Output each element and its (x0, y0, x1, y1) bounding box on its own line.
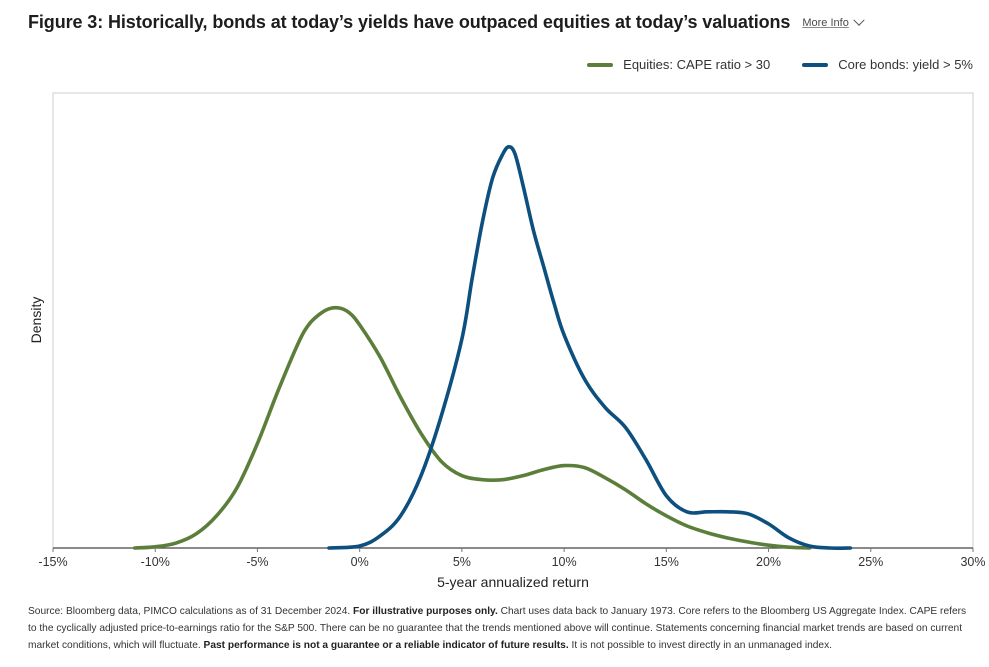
x-tick-label: 20% (756, 555, 781, 569)
x-tick-label: 25% (858, 555, 883, 569)
x-tick-label: 5% (453, 555, 471, 569)
source-text-3: It is not possible to invest directly in… (568, 640, 833, 651)
series-line-equities (132, 305, 812, 550)
x-tick-label: 10% (552, 555, 577, 569)
chart-legend: Equities: CAPE ratio > 30 Core bonds: yi… (587, 57, 973, 72)
x-tick-label: 30% (960, 555, 985, 569)
more-info-label: More Info (802, 16, 849, 29)
x-axis-ticks: -15% -10% -5% 0% 5% 10% 15% 20% 25% 30% (38, 548, 986, 569)
x-tick-label: 15% (654, 555, 679, 569)
legend-item-core-bonds: Core bonds: yield > 5% (802, 57, 973, 72)
source-footnote: Source: Bloomberg data, PIMCO calculatio… (28, 603, 973, 654)
source-bold-2: Past performance is not a guarantee or a… (203, 640, 569, 651)
figure-title: Figure 3: Historically, bonds at today’s… (28, 12, 791, 32)
series-line-core-bonds (327, 145, 853, 550)
x-tick-label: -5% (246, 555, 268, 569)
y-axis-label: Density (28, 297, 44, 344)
x-tick-label: 0% (351, 555, 369, 569)
legend-swatch-equities (587, 62, 614, 67)
legend-label-core-bonds: Core bonds: yield > 5% (838, 57, 973, 72)
x-tick-label: -15% (38, 555, 67, 569)
x-tick-label: -10% (141, 555, 170, 569)
source-bold-1: For illustrative purposes only. (353, 606, 498, 617)
density-chart: -15% -10% -5% 0% 5% 10% 15% 20% 25% 30% 5-year an… (28, 92, 986, 590)
source-text-2: Chart uses data back to January 1973. Co… (28, 606, 967, 651)
legend-item-equities: Equities: CAPE ratio > 30 (587, 57, 770, 72)
more-info-link[interactable]: More Info (802, 14, 865, 29)
source-text-1: Source: Bloomberg data, PIMCO calculatio… (28, 606, 354, 617)
x-axis-label: 5-year annualized return (437, 574, 589, 590)
series-layer (132, 145, 853, 550)
chart-header: Figure 3: Historically, bonds at today’s… (28, 12, 969, 33)
legend-label-equities: Equities: CAPE ratio > 30 (623, 57, 771, 72)
legend-swatch-core-bonds (802, 62, 829, 67)
